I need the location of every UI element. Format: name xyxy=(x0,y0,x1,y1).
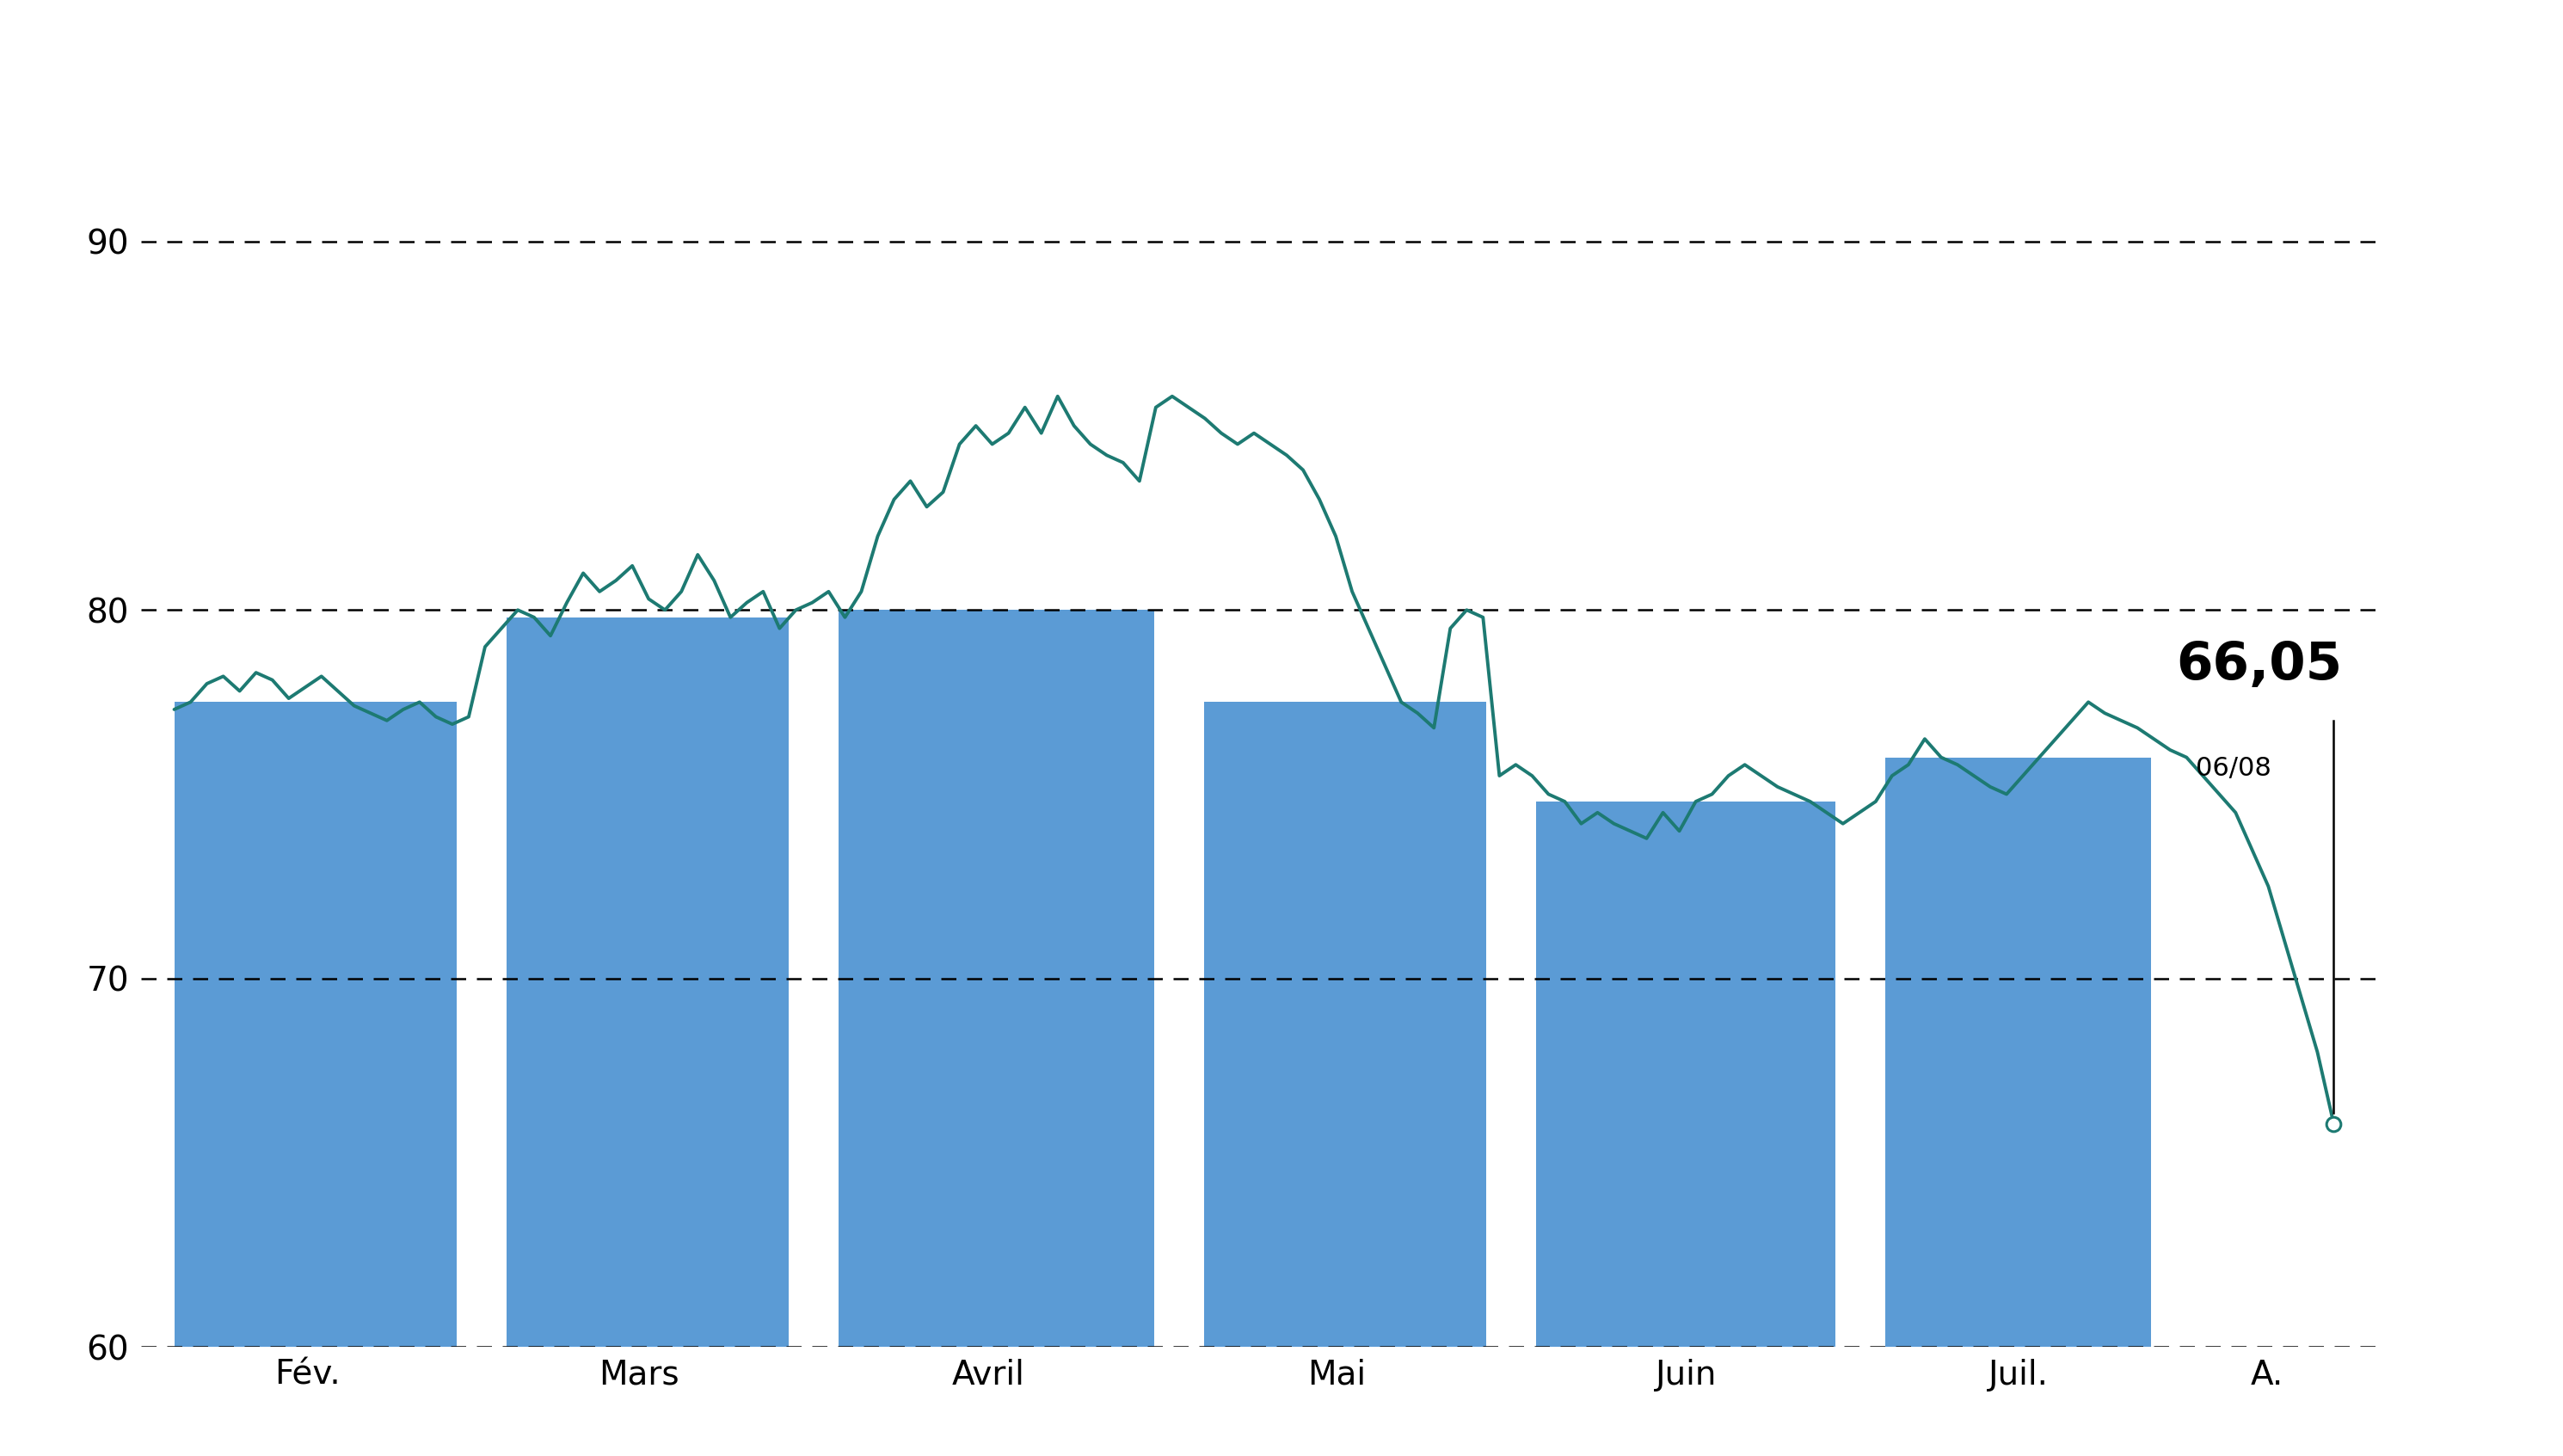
Bar xyxy=(1886,757,2150,1347)
Text: 06/08: 06/08 xyxy=(2196,756,2271,780)
Bar xyxy=(507,617,789,1347)
Bar xyxy=(174,702,456,1347)
Bar xyxy=(838,610,1153,1347)
Bar xyxy=(1535,802,1835,1347)
Text: EURAZEO: EURAZEO xyxy=(1097,22,1466,90)
Bar xyxy=(1205,702,1487,1347)
Text: 66,05: 66,05 xyxy=(2176,639,2343,690)
